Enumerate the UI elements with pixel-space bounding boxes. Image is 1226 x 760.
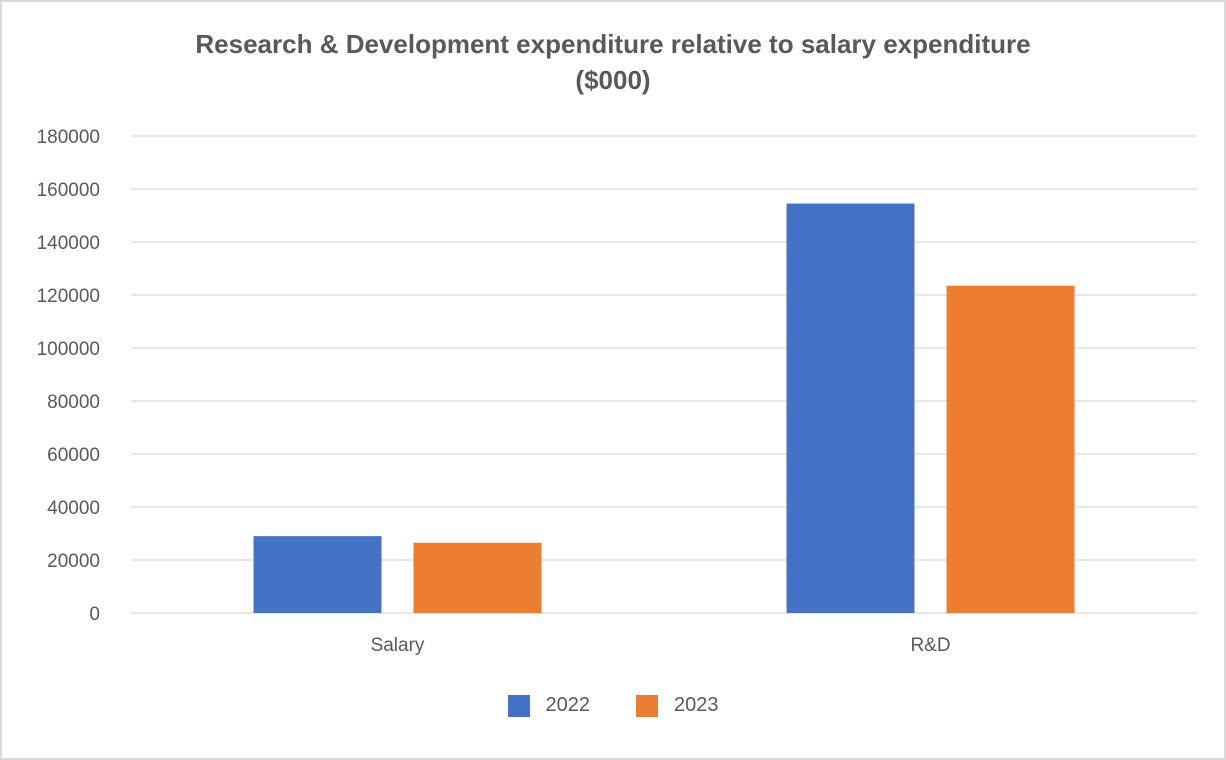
bar-salary-2023 <box>413 542 542 613</box>
chart-title: Research & Development expenditure relat… <box>0 26 1226 98</box>
y-tick-label: 40000 <box>47 498 100 519</box>
x-axis-ticks: Salary R&D <box>371 635 951 656</box>
legend: 2022 2023 <box>0 694 1226 717</box>
x-tick-label: R&D <box>910 635 950 656</box>
y-tick-label: 140000 <box>37 233 100 254</box>
y-tick-label: 20000 <box>47 551 100 572</box>
legend-item-2022: 2022 <box>507 694 591 717</box>
y-tick-label: 60000 <box>47 445 100 466</box>
chart-title-line-1: Research & Development expenditure relat… <box>195 29 1031 59</box>
y-tick-label: 80000 <box>47 392 100 413</box>
legend-label-2022: 2022 <box>545 694 591 716</box>
bars <box>253 203 1075 613</box>
bar-rd-2022 <box>786 203 915 613</box>
legend-swatch-2022 <box>507 694 530 717</box>
legend-item-2023: 2023 <box>636 694 719 717</box>
legend-label-2023: 2023 <box>674 694 719 716</box>
y-tick-label: 180000 <box>37 127 100 148</box>
y-tick-label: 160000 <box>37 180 100 201</box>
y-tick-label: 0 <box>89 604 100 625</box>
chart-title-line-2: ($000) <box>575 65 651 95</box>
bar-rd-2023 <box>946 285 1075 613</box>
x-tick-label: Salary <box>371 635 425 656</box>
y-axis-ticks: 0 20000 40000 60000 80000 100000 120000 140000 1… <box>37 127 100 625</box>
legend-swatch-2023 <box>636 694 658 717</box>
bar-salary-2022 <box>253 536 382 613</box>
y-tick-label: 120000 <box>37 286 100 307</box>
y-tick-label: 100000 <box>37 339 100 360</box>
